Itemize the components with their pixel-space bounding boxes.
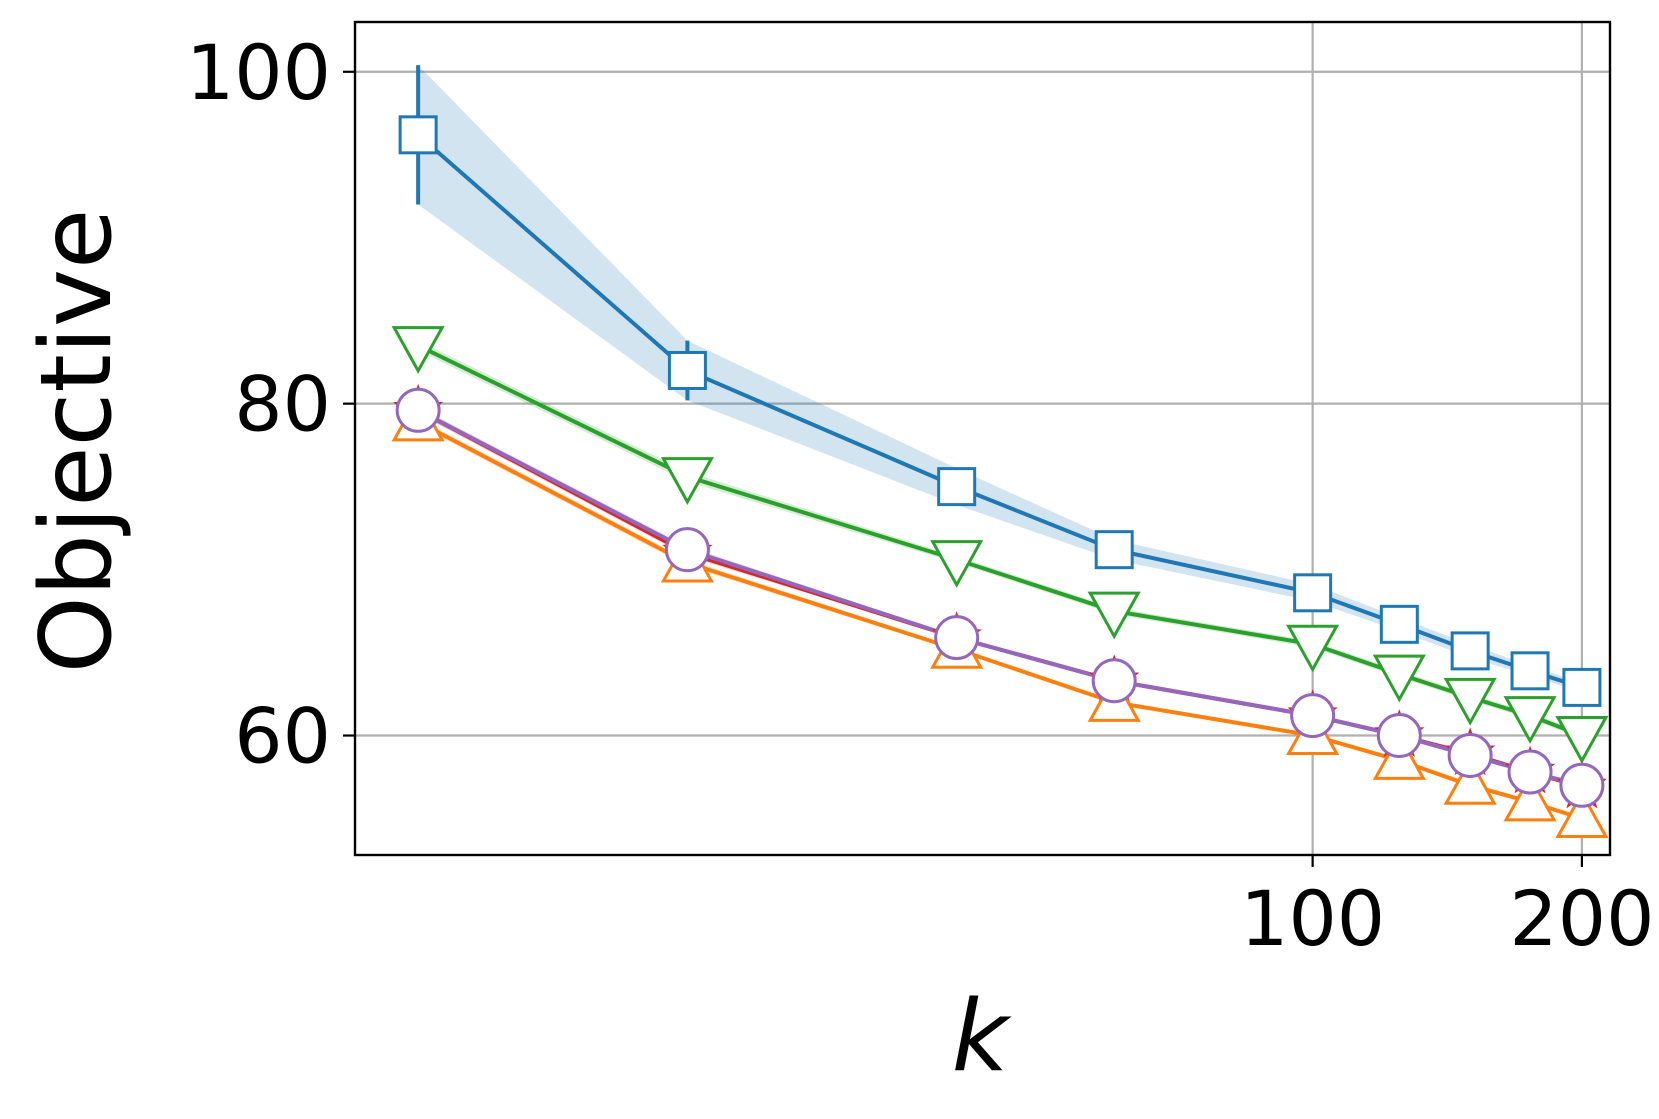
y-tick-label: 80 <box>234 360 331 449</box>
circle-marker <box>1507 749 1553 795</box>
axis-ticks: 100 200 60 80 100 <box>186 28 1654 963</box>
series-markers <box>391 115 1609 838</box>
circle-marker <box>1376 713 1422 759</box>
circle-marker <box>934 615 980 661</box>
triangle-down-marker <box>1443 677 1497 726</box>
square-marker <box>1094 530 1134 570</box>
triangle-down-marker <box>391 326 445 374</box>
triangle-down-marker <box>930 540 984 588</box>
triangle-up-marker <box>1443 757 1497 805</box>
triangle-up-marker <box>1503 773 1557 822</box>
triangle-down-marker <box>660 457 714 505</box>
triangle-down-marker <box>1372 654 1426 703</box>
circle-marker <box>395 387 441 433</box>
triangle-down-marker <box>1555 716 1609 764</box>
square-marker <box>1510 651 1550 691</box>
square-marker <box>937 467 977 507</box>
circle-marker <box>1447 732 1493 778</box>
square-marker <box>1293 573 1333 613</box>
circle-marker <box>1559 762 1605 808</box>
confidence-band <box>418 65 1582 693</box>
plot-frame <box>353 20 1612 857</box>
x-axis-title: k <box>952 980 1012 1094</box>
triangle-up-marker <box>1555 790 1609 838</box>
square-marker <box>398 115 438 155</box>
square-marker <box>1379 604 1419 644</box>
error-bars <box>416 65 1584 821</box>
triangle-down-marker <box>1503 696 1557 744</box>
square-marker <box>667 350 707 390</box>
x-tick-label: 200 <box>1509 874 1654 963</box>
grid-layer <box>355 22 1610 855</box>
triangle-down-marker <box>1286 624 1340 673</box>
circle-marker <box>1091 658 1137 704</box>
y-tick-label: 100 <box>186 28 331 117</box>
circle-marker <box>1290 693 1336 739</box>
series-line <box>416 133 1583 690</box>
square-marker <box>1562 667 1602 707</box>
y-tick-label: 60 <box>234 692 331 781</box>
circle-marker <box>664 527 710 573</box>
y-axis-title: Objective <box>20 209 134 674</box>
square-marker <box>1450 631 1490 671</box>
triangle-down-marker <box>1087 591 1141 640</box>
x-tick-label: 100 <box>1240 874 1385 963</box>
confidence-bands <box>418 65 1582 821</box>
